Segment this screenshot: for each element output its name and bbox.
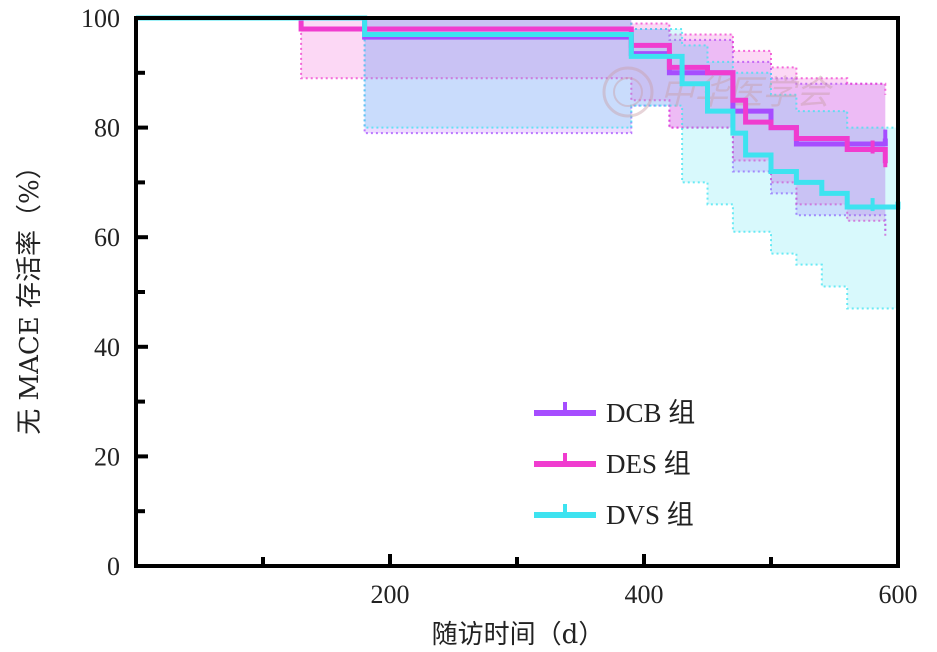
y-tick-label: 60: [94, 223, 120, 252]
ci-lower-3: [136, 17, 899, 314]
ci-upper-3: [136, 17, 899, 134]
x-tick-label: 200: [371, 580, 410, 609]
y-axis-title: 无 MACE 存活率（%）: [15, 153, 45, 435]
legend: DCB 组 DES 组 DVS 组: [534, 398, 695, 530]
legend-label-2: DES 组: [606, 449, 691, 479]
survival-line-3: [136, 15, 901, 210]
x-axis-title: 随访时间（d）: [432, 620, 605, 650]
ci-band-3: [136, 18, 898, 314]
y-tick-label: 20: [94, 442, 120, 471]
confidence-bands: [136, 17, 899, 314]
legend-label-1: DCB 组: [606, 398, 695, 428]
y-tick-label: 100: [81, 4, 120, 33]
y-tick-label: 80: [94, 114, 120, 143]
y-tick-label: 0: [107, 552, 120, 581]
legend-label-3: DVS 组: [606, 500, 694, 530]
ci-lower-2: [136, 17, 887, 238]
x-tick-label: 600: [879, 580, 918, 609]
x-tick-label: 400: [625, 580, 664, 609]
y-tick-label: 40: [94, 333, 120, 362]
survival-curves: [136, 15, 901, 212]
axes: 200 400 600 0 20 40 60 80 100: [81, 4, 918, 609]
